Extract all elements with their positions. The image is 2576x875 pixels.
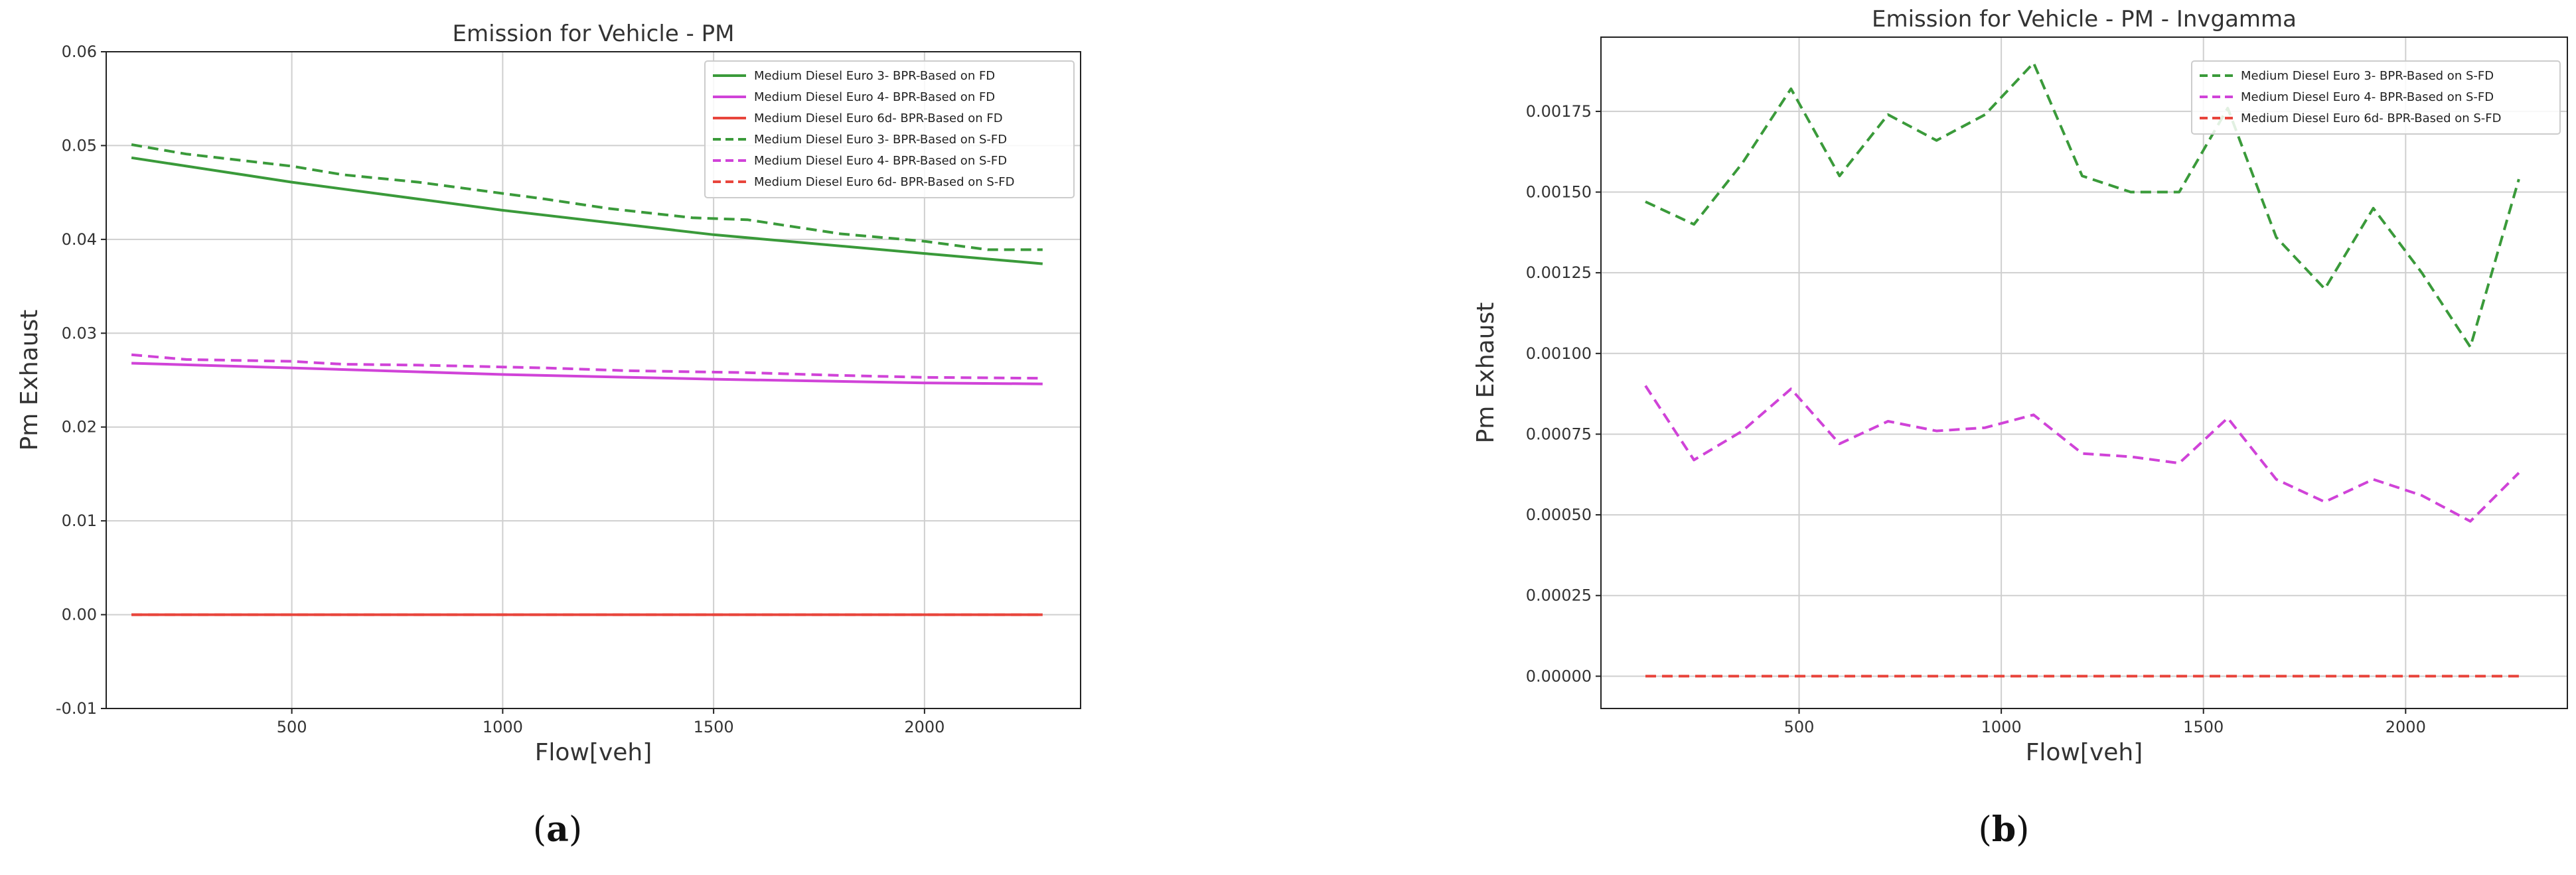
y-tick-label: 0.00025 [1526,586,1592,605]
y-axis-label: Pm Exhaust [16,310,43,451]
x-tick-label: 1500 [2183,718,2224,736]
series-line-green-solid [131,156,1043,265]
legend-entry: Medium Diesel Euro 4- BPR-Based on S-FD [754,154,1007,168]
legend-entry: Medium Diesel Euro 4- BPR-Based on FD [754,90,995,104]
series-line-magenta-dashed [1644,385,2520,523]
y-tick-label: 0.00050 [1526,505,1592,524]
legend-entry: Medium Diesel Euro 6d- BPR-Based on S-FD [2241,111,2502,125]
legend-entry: Medium Diesel Euro 3- BPR-Based on S-FD [2241,69,2494,83]
x-tick-label: 1500 [694,718,734,736]
x-tick-label: 2000 [2386,718,2426,736]
y-tick-label: 0.04 [62,230,97,249]
legend-entry: Medium Diesel Euro 6d- BPR-Based on S-FD [754,175,1015,189]
y-axis-label: Pm Exhaust [1472,303,1499,444]
panel-label-letter: b [1992,809,2016,850]
x-axis-label: Flow[veh] [535,739,652,766]
panel-label: (a) [533,809,582,850]
x-tick-label: 500 [277,718,307,736]
chart-panel-b: 500 1000 1500 2000 0.00000 0.00025 0.00050 0.00… [1472,6,2568,850]
x-tick-label: 2000 [904,718,945,736]
series-line-magenta-solid [131,362,1043,385]
panel-label: (b) [1979,809,2030,850]
series-line-green-dashed [131,143,1043,251]
y-tick-label: -0.01 [56,699,97,718]
legend-entry: Medium Diesel Euro 3- BPR-Based on S-FD [754,133,1007,147]
plot-frame [1600,36,2568,709]
y-tick-label: 0.00175 [1526,102,1592,121]
legend-entry: Medium Diesel Euro 4- BPR-Based on S-FD [2241,90,2494,104]
x-tick-label: 1000 [1981,718,2022,736]
chart-title: Emission for Vehicle - PM - Invgamma [1872,6,2297,33]
series-line-magenta-dashed [131,353,1043,380]
y-tick-label: 0.00 [62,606,97,624]
legend-box [2191,60,2561,135]
y-tick-label: 0.05 [62,136,97,155]
legend: Medium Diesel Euro 3- BPR-Based on FD Med… [704,60,1075,198]
y-tick-label: 0.03 [62,324,97,342]
legend-entry: Medium Diesel Euro 6d- BPR-Based on FD [754,111,1003,125]
panel-label-open-paren: ( [533,810,546,850]
y-tick-label: 0.06 [62,42,97,61]
x-tick-label: 1000 [483,718,523,736]
y-tick-label: 0.00000 [1526,667,1592,685]
plot-frame [106,51,1081,709]
panel-label-open-paren: ( [1979,810,1992,850]
panel-label-letter: a [546,809,569,850]
chart-title: Emission for Vehicle - PM [453,21,735,47]
legend-entry: Medium Diesel Euro 3- BPR-Based on FD [754,69,995,83]
series-line-green-dashed [1645,61,2520,349]
panel-label-close-paren: ) [569,810,582,850]
y-tick-label: 0.02 [62,418,97,437]
x-tick-label: 500 [1784,718,1815,736]
x-axis-label: Flow[veh] [2026,739,2143,766]
legend-box [704,60,1075,198]
y-tick-label: 0.00100 [1526,344,1592,363]
y-tick-label: 0.01 [62,511,97,530]
y-tick-label: 0.00125 [1526,263,1592,282]
y-tick-label: 0.00075 [1526,425,1592,443]
legend: Medium Diesel Euro 3- BPR-Based on S-FD M… [2191,60,2561,135]
y-tick-label: 0.00150 [1526,183,1592,202]
panel-label-close-paren: ) [2016,810,2029,850]
chart-panel-a: 500 1000 1500 2000 -0.01 0.00 0.01 0.02 0.03 0.04… [16,21,1081,850]
